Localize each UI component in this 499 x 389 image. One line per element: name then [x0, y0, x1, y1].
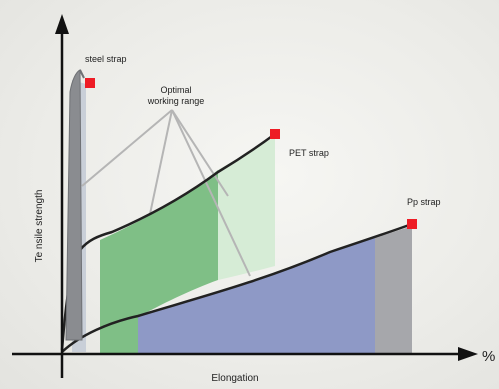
y-axis-arrowhead	[55, 14, 69, 34]
pp-strap-curve	[61, 222, 413, 353]
steel-strap-edge	[79, 69, 85, 79]
annotation-text-line1: Optimal	[160, 85, 191, 95]
pet-strap-label: PET strap	[289, 148, 329, 158]
annotation-leader-lines	[81, 109, 251, 277]
leader-line-pet-left	[149, 109, 173, 215]
pp-strap-end-marker	[407, 219, 417, 229]
pet-strap-working-range-fill	[100, 170, 218, 354]
leader-line-steel	[81, 109, 173, 187]
x-axis-label: Elongation	[211, 373, 258, 384]
x-axis-arrowhead	[458, 347, 478, 361]
x-axis-unit: %	[482, 348, 495, 365]
steel-strap-label: steel strap	[85, 54, 127, 64]
pp-strap-label: Pp strap	[407, 197, 441, 207]
annotation-text-line2: working range	[147, 96, 205, 106]
leader-line-pet-right	[171, 109, 229, 197]
pet-strap-end-marker	[270, 129, 280, 139]
pp-strap-tail-region	[375, 226, 412, 354]
steel-strap-end-marker	[85, 78, 95, 88]
axes	[12, 14, 478, 378]
pp-strap-working-range-fill	[138, 238, 375, 354]
leader-line-pp	[171, 109, 251, 277]
pet-strap-tail-region	[218, 137, 275, 280]
y-axis-label: Te nsile strength	[34, 190, 45, 263]
steel-strap-curve	[65, 69, 83, 341]
